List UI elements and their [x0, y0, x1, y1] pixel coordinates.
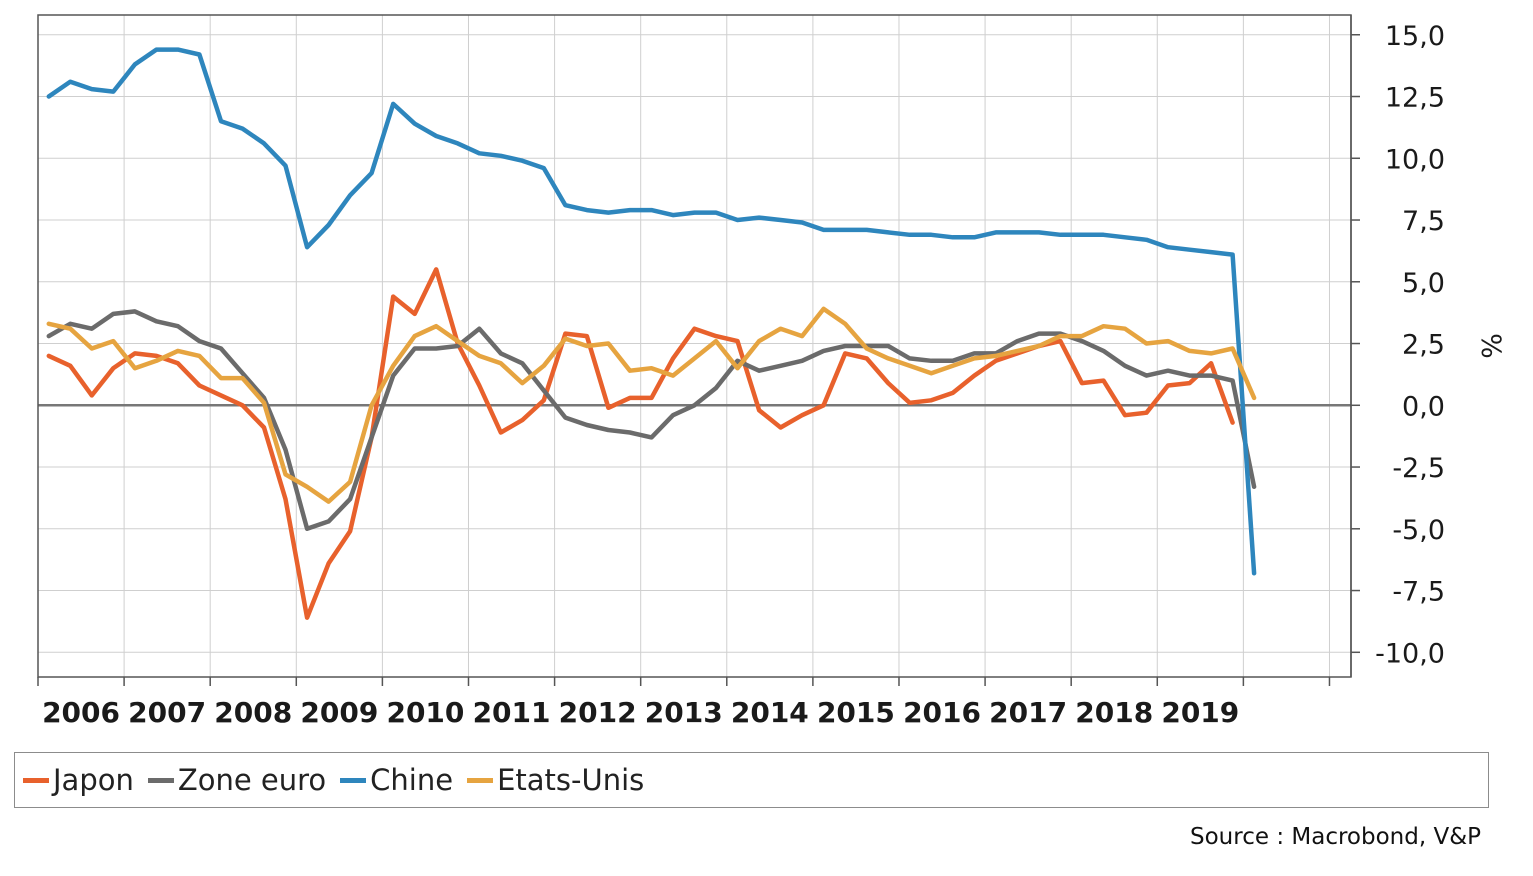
legend-label: Etats-Unis — [497, 763, 645, 797]
y-tick-label: 0,0 — [1402, 391, 1445, 422]
legend-swatch — [23, 777, 49, 783]
x-tick-label: 2014 — [731, 696, 809, 729]
y-tick-label: -5,0 — [1392, 515, 1445, 546]
y-tick-label: 15,0 — [1385, 21, 1445, 52]
series-line-chine — [46, 47, 1257, 576]
legend-label: Japon — [53, 763, 134, 797]
y-tick-label: 7,5 — [1402, 206, 1445, 237]
y-tick-label: 2,5 — [1402, 330, 1445, 361]
x-tick-label: 2011 — [473, 696, 551, 729]
legend-label: Zone euro — [177, 763, 327, 797]
x-tick-label: 2012 — [559, 696, 637, 729]
x-tick-label: 2008 — [214, 696, 292, 729]
series-line-etats-unis — [46, 306, 1257, 504]
x-tick-label: 2016 — [903, 696, 981, 729]
y-tick-label: 10,0 — [1385, 144, 1445, 175]
x-tick-label: 2019 — [1161, 696, 1239, 729]
legend-swatch — [340, 777, 367, 783]
x-tick-label: 2013 — [645, 696, 723, 729]
y-tick-label: 12,5 — [1385, 83, 1445, 114]
legend-item-chine: Chine — [340, 763, 453, 797]
source-note: Source : Macrobond, V&P — [1190, 824, 1481, 850]
y-tick-label: -7,5 — [1392, 577, 1445, 608]
x-tick-label: 2007 — [128, 696, 206, 729]
x-tick-label: 2009 — [300, 696, 378, 729]
y-tick-label: 5,0 — [1402, 268, 1445, 299]
legend-swatch — [147, 777, 174, 783]
x-tick-label: 2015 — [817, 696, 895, 729]
line-chart: 15,0 12,5 10,0 7,5 5,0 2,5 0,0 -2,5 -5,0 -7,5 -10,… — [37, 14, 1506, 729]
x-tick-label: 2010 — [386, 696, 464, 729]
legend-item-japon: Japon — [23, 763, 134, 797]
y-axis-unit: % — [1475, 333, 1506, 359]
legend-item-zone-euro: Zone euro — [147, 763, 327, 797]
legend-item-etats-unis: Etats-Unis — [467, 763, 644, 797]
x-tick-label: 2017 — [989, 696, 1067, 729]
legend-swatch — [467, 777, 494, 783]
legend-label: Chine — [370, 763, 454, 797]
plot-frame — [37, 14, 1352, 678]
y-tick-label: -10,0 — [1375, 638, 1445, 669]
legend: Japon Zone euro Chine Etats-Unis — [14, 752, 1489, 808]
x-axis: 2006 2007 2008 2009 2010 2011 2012 2013 2014 2015… — [37, 677, 1331, 729]
x-tick-label: 2006 — [42, 696, 120, 729]
x-tick-label: 2018 — [1075, 696, 1153, 729]
series-lines — [46, 47, 1257, 620]
series-line-zone-euro — [46, 309, 1257, 532]
y-tick-label: -2,5 — [1392, 453, 1445, 484]
y-axis: 15,0 12,5 10,0 7,5 5,0 2,5 0,0 -2,5 -5,0 -7,5 -10,… — [1350, 15, 1445, 677]
grid — [37, 15, 1351, 677]
